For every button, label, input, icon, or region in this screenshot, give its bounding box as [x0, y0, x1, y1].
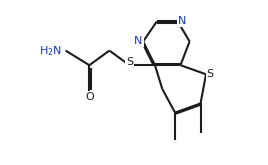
Text: H$_2$N: H$_2$N: [39, 44, 62, 57]
Text: N: N: [178, 16, 187, 26]
Text: S: S: [206, 69, 214, 79]
Text: S: S: [126, 57, 133, 66]
Text: O: O: [85, 92, 94, 102]
Text: N: N: [134, 36, 143, 47]
